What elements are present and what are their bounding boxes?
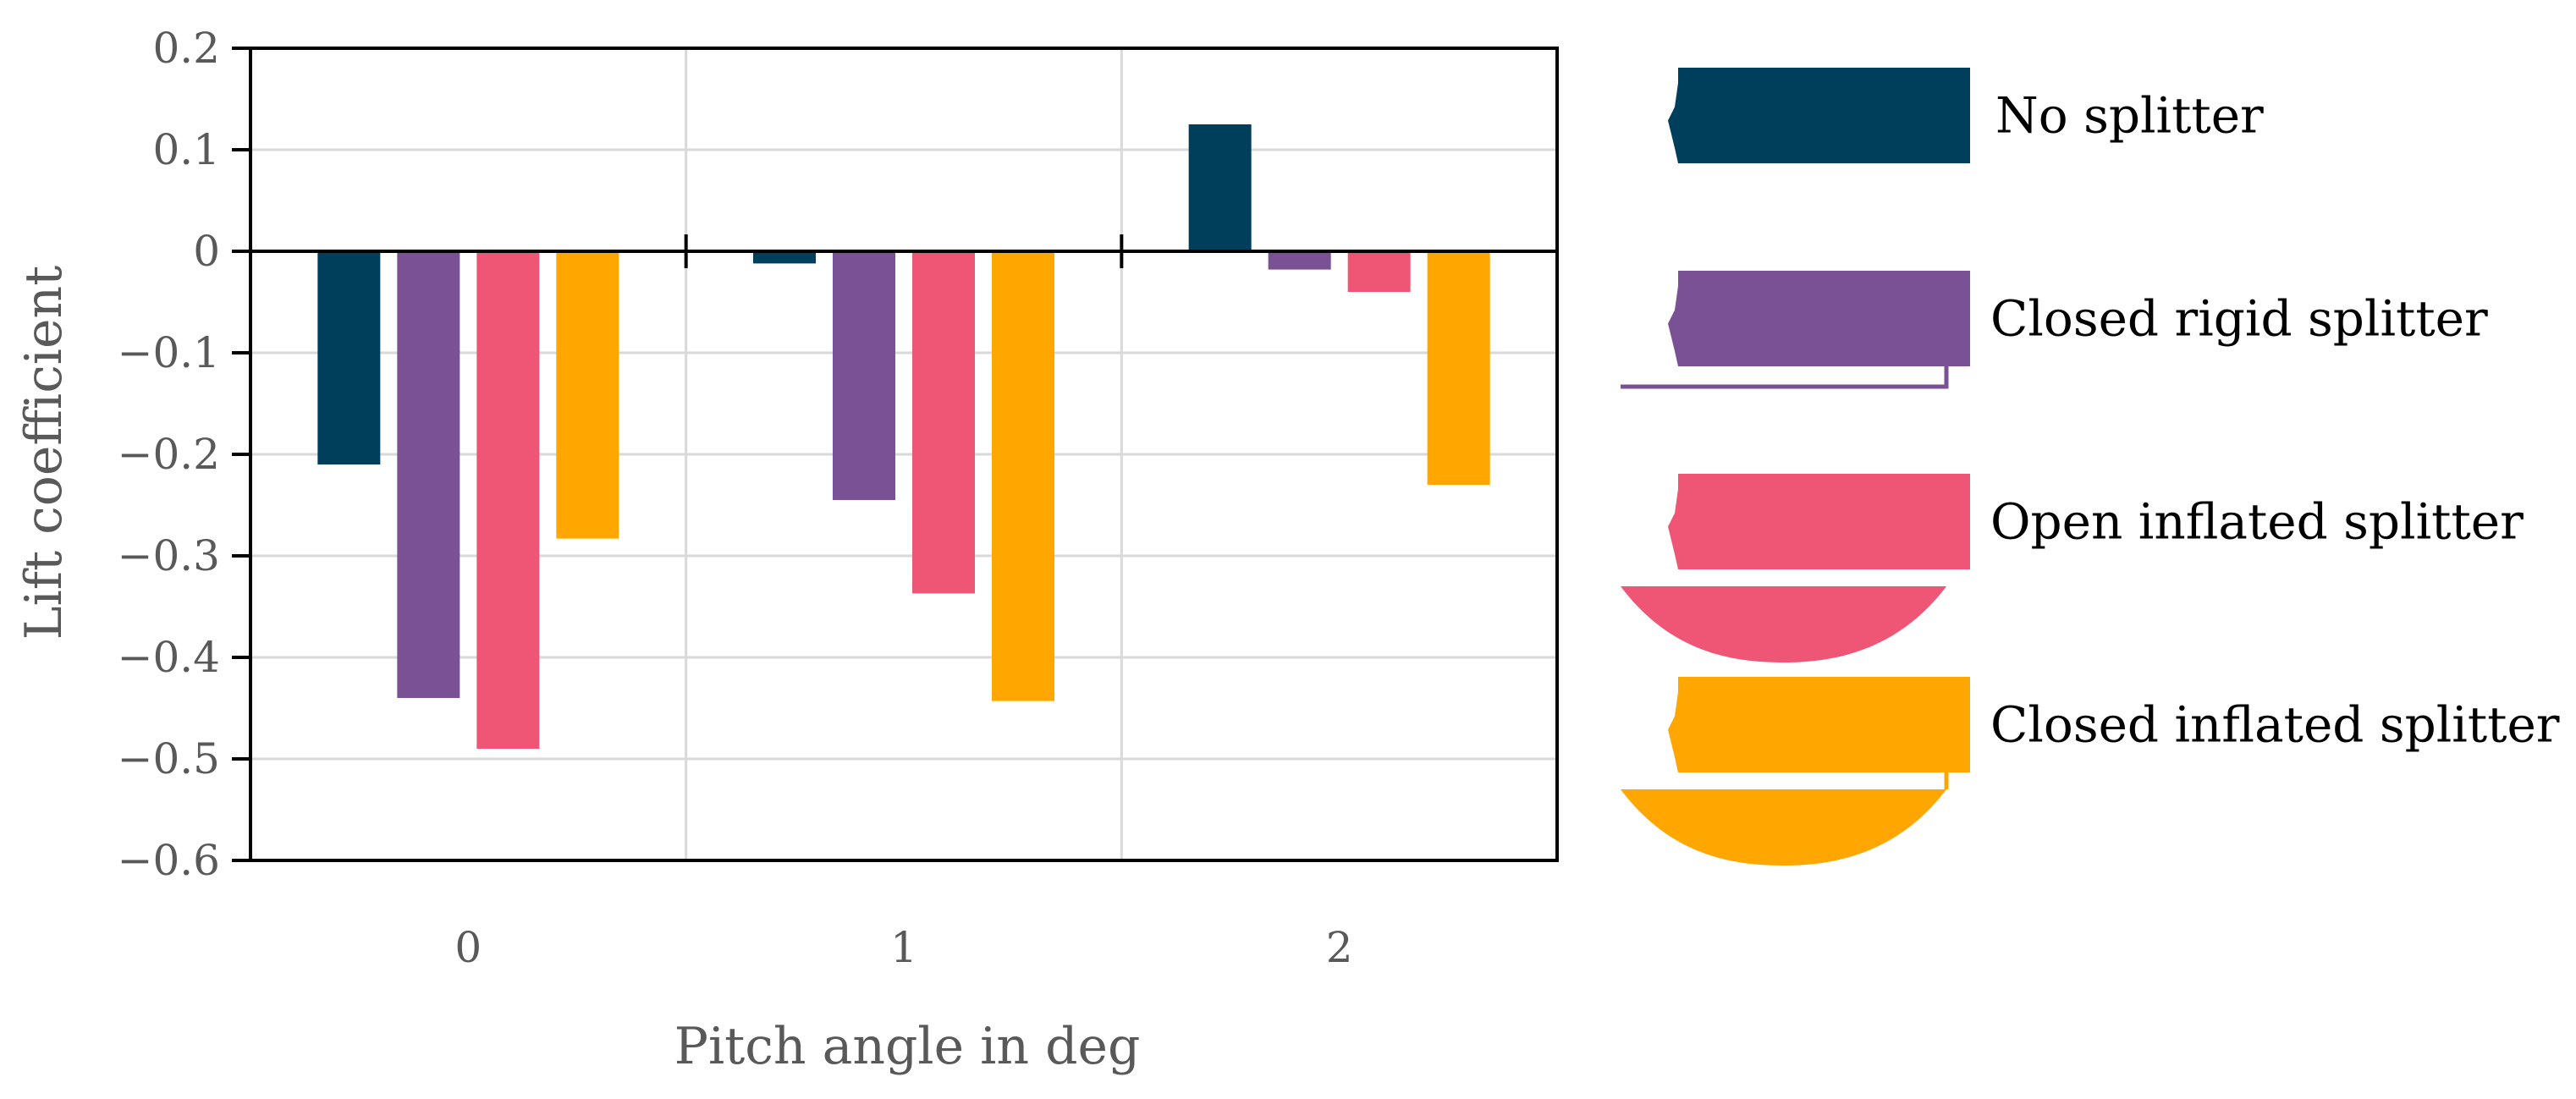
x-axis-title: Pitch angle in deg [674,1017,1141,1076]
legend-swatch [1668,68,1970,163]
legend-label: No splitter [1995,87,2264,145]
bars [317,124,1490,749]
y-tick-label: −0.1 [118,328,220,377]
bar [1427,251,1490,485]
y-tick-label: 0.1 [152,125,220,174]
legend-item: No splitter [1668,68,2264,163]
legend-item: Open inflated splitter [1621,474,2524,662]
legend-splitter-shape [1621,360,1949,389]
y-tick-label: 0 [193,227,220,276]
legend-label: Closed inflated splitter [1990,696,2560,754]
legend: No splitter Closed rigid splitter Open inf… [1621,68,2560,865]
bar [317,251,381,464]
legend-label: Open inflated splitter [1990,493,2524,551]
bar [556,251,619,539]
grid-lines [250,47,1557,862]
legend-label: Closed rigid splitter [1990,290,2488,348]
bar [1268,251,1331,270]
y-tick-label: −0.2 [118,430,220,479]
y-tick-label: 0.2 [152,24,220,73]
legend-item: Closed rigid splitter [1621,271,2488,389]
bar [912,251,975,594]
bar [397,251,460,698]
bar [753,251,816,264]
bar [1347,251,1411,292]
y-tick-label: −0.4 [118,633,220,682]
axes [232,47,1559,862]
y-tick-label: −0.6 [118,836,220,885]
bar [1188,124,1252,251]
legend-splitter-shape [1621,789,1946,865]
y-tick-label: −0.3 [118,531,220,580]
legend-swatch [1668,271,1970,366]
x-tick-label: 1 [890,923,917,972]
x-tick-label: 0 [454,923,482,972]
bar [476,251,540,749]
y-tick-label: −0.5 [118,734,220,783]
legend-item: Closed inflated splitter [1621,677,2560,865]
legend-swatch [1668,474,1970,569]
tick-labels: 0.2 0.1 0 −0.1 −0.2 −0.3 −0.4 −0.5 −0.6 0 1 2 [118,24,1353,972]
bar [992,251,1054,701]
x-tick-label: 2 [1326,923,1353,972]
bar [833,251,895,500]
legend-swatch [1668,677,1970,772]
y-axis-title: Lift coefficient [14,266,74,640]
legend-splitter-shape [1621,586,1946,662]
